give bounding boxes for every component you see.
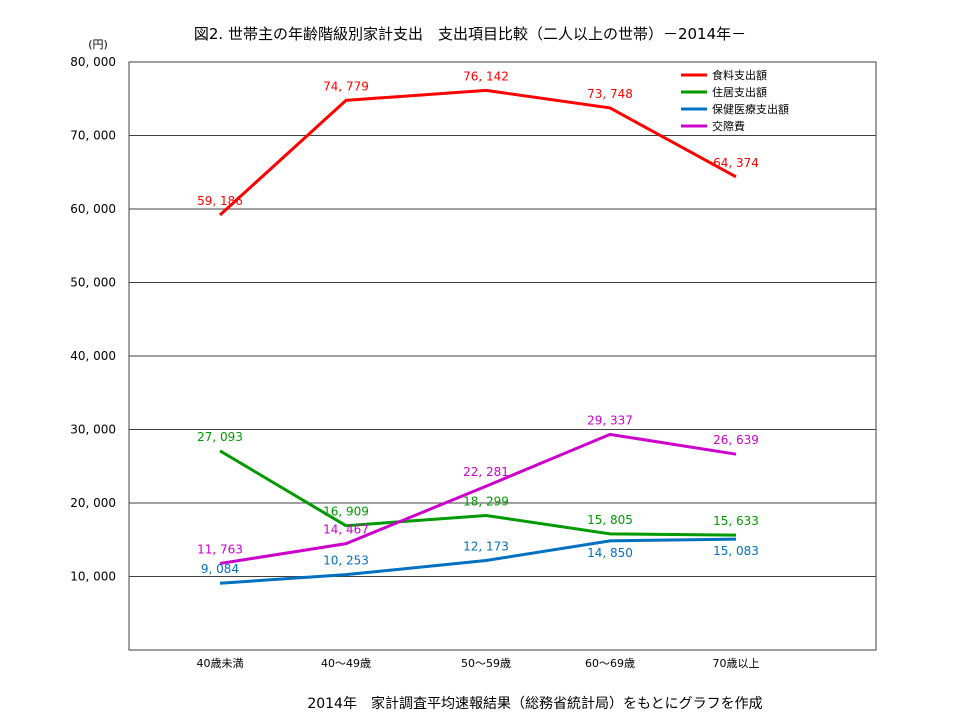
data-label: 9, 084 [201,562,239,576]
data-label: 29, 337 [587,413,633,427]
y-tick-label: 30, 000 [70,423,116,437]
x-tick-label: 40歳未満 [197,657,244,670]
x-tick-label: 60～69歳 [585,657,635,670]
data-label: 10, 253 [323,554,369,568]
legend-label: 住居支出額 [712,85,767,99]
y-tick-label: 20, 000 [70,496,116,510]
data-label: 18, 299 [463,495,509,509]
data-label: 14, 850 [587,546,633,560]
data-label: 14, 467 [323,523,369,537]
x-tick-label: 50～59歳 [461,657,511,670]
data-label: 15, 083 [713,544,759,558]
legend-label: 食料支出額 [712,68,767,82]
x-tick-label: 40～49歳 [321,657,371,670]
data-label: 26, 639 [713,433,759,447]
data-label: 74, 779 [323,79,369,93]
series-line [219,449,737,537]
data-label: 59, 186 [197,194,243,208]
series-line [218,88,737,217]
y-tick-label: 70, 000 [70,129,116,143]
y-axis-unit: (円) [88,38,108,51]
y-tick-label: 60, 000 [70,202,116,216]
y-tick-label: 50, 000 [70,276,116,290]
y-tick-label: 10, 000 [70,570,116,584]
data-label: 12, 173 [463,540,509,554]
data-label: 15, 633 [713,514,759,528]
data-label: 16, 909 [323,505,369,519]
data-label: 73, 748 [587,87,633,101]
data-label: 22, 281 [463,465,509,479]
data-label: 64, 374 [713,156,759,170]
y-tick-label: 40, 000 [70,349,116,363]
data-label: 27, 093 [197,430,243,444]
y-tick-label: 80, 000 [70,55,116,69]
legend-label: 交際費 [712,119,745,133]
chart-title: 図2. 世帯主の年齢階級別家計支出 支出項目比較（二人以上の世帯）－2014年－ [194,25,746,43]
data-label: 11, 763 [197,543,243,557]
data-label: 76, 142 [463,69,509,83]
legend-label: 保健医療支出額 [712,102,789,116]
source-note: 2014年 家計調査平均速報結果（総務省統計局）をもとにグラフを作成 [307,695,762,712]
data-label: 15, 805 [587,513,633,527]
x-tick-label: 70歳以上 [713,657,760,670]
